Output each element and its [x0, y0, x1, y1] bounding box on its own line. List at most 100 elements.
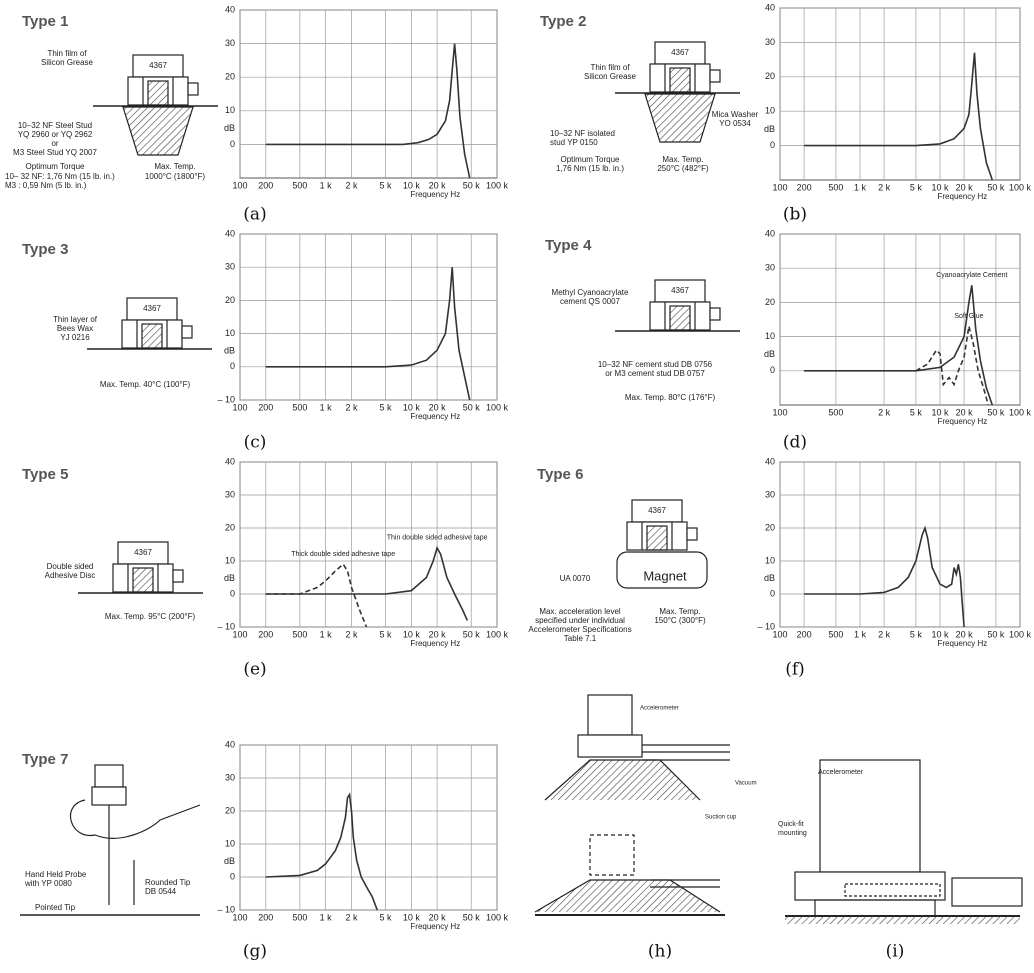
response-line: [265, 545, 469, 621]
x-tick-label: 50 k: [987, 629, 1005, 639]
x-axis-label: Frequency Hz: [938, 639, 988, 648]
y-tick-label: 40: [765, 2, 775, 12]
diagram-label: Accelerometer: [640, 706, 679, 712]
y-tick-label: 30: [225, 489, 235, 499]
x-tick-label: 200: [258, 912, 273, 922]
note: Thin film of: [47, 49, 87, 58]
x-tick-label: 50 k: [463, 912, 481, 922]
x-tick-label: 100 k: [1009, 407, 1032, 417]
connector: [709, 307, 721, 321]
x-axis-label: Frequency Hz: [410, 639, 460, 648]
connector: [187, 82, 199, 96]
y-tick-label: 40: [225, 4, 235, 14]
note: Magnet: [643, 568, 687, 583]
x-tick-label: 100: [232, 402, 247, 412]
response-line: [804, 52, 994, 181]
note: Optimum Torque: [561, 155, 621, 164]
y-tick-label: 30: [225, 262, 235, 272]
x-tick-label: 20 k: [956, 629, 974, 639]
accelerometer: 4367: [87, 297, 212, 350]
x-tick-label: 100: [772, 407, 787, 417]
y-tick-label: 10: [225, 328, 235, 338]
x-tick-label: 10 k: [403, 180, 421, 190]
x-tick-label: 20 k: [429, 629, 447, 639]
x-tick-label: 5 k: [910, 629, 923, 639]
x-axis-label: Frequency Hz: [938, 417, 988, 426]
x-tick-label: 200: [797, 629, 812, 639]
base-stud: [122, 106, 194, 156]
stud: [669, 67, 691, 93]
type-title: Type 2: [540, 13, 586, 30]
x-tick-label: 100 k: [486, 402, 509, 412]
note: UA 0070: [560, 574, 591, 583]
y-tick-label: 30: [765, 489, 775, 499]
note: Mica Washer: [712, 110, 759, 119]
y-tick-label: 0: [230, 139, 235, 149]
diagram-label: Vacuum: [735, 781, 757, 787]
plot-frame: [239, 461, 498, 628]
diagram-label: mounting: [778, 830, 807, 837]
series-label: Cyanoacrylate Cement: [936, 272, 1007, 279]
x-tick-label: 500: [292, 629, 307, 639]
note: with YP 0080: [24, 879, 72, 888]
response-line: [265, 792, 378, 911]
y-tick-label: 40: [225, 456, 235, 466]
x-tick-label: 500: [828, 182, 843, 192]
note: Hand Held Probe: [25, 870, 87, 879]
plot-frame: [239, 744, 498, 911]
response-line: [804, 525, 965, 628]
y-tick-label: 20: [765, 71, 775, 81]
note: Methyl Cyanoacrylate: [552, 288, 629, 297]
y-axis-label: dB: [764, 124, 775, 134]
caption: (e): [243, 660, 266, 680]
note: M3 Steel Stud YQ 2007: [13, 148, 97, 157]
note: Adhesive Disc: [45, 571, 96, 580]
y-tick-label: 30: [765, 263, 775, 273]
note: 10–32 NF Steel Stud: [18, 121, 92, 130]
diagram-label: Suction cup: [705, 815, 737, 821]
x-tick-label: 200: [258, 402, 273, 412]
note: 1000°C (1800°F): [145, 172, 206, 181]
probe: [20, 764, 201, 916]
x-tick-label: 2 k: [345, 402, 358, 412]
note: YJ 0216: [60, 333, 90, 342]
note: 1,76 Nm (15 lb. in.): [556, 164, 624, 173]
x-tick-label: 20 k: [429, 180, 447, 190]
x-tick-label: 2 k: [878, 182, 891, 192]
x-tick-label: 20 k: [956, 407, 974, 417]
y-tick-label: 10: [225, 555, 235, 565]
suction-diagram: Accelerometer Vacuum Suction cup: [534, 694, 757, 916]
note: Thin layer of: [53, 315, 98, 324]
x-tick-label: 10 k: [403, 912, 421, 922]
plot-frame: [239, 9, 498, 179]
x-tick-label: 1 k: [854, 182, 867, 192]
x-tick-label: 500: [292, 402, 307, 412]
y-tick-label: 20: [765, 297, 775, 307]
note: or: [51, 139, 58, 148]
y-axis-label: dB: [224, 346, 235, 356]
note: 10–32 NF cement stud DB 0756: [598, 360, 713, 369]
note: Max. Temp. 40°C (100°F): [100, 380, 191, 389]
type-title: Type 1: [22, 13, 68, 30]
sensor-label: 4367: [671, 286, 689, 295]
caption: (a): [243, 205, 266, 225]
y-tick-label: 10: [765, 331, 775, 341]
connector: [172, 569, 184, 583]
y-axis-label: dB: [764, 573, 775, 583]
y-tick-label: 20: [765, 522, 775, 532]
note: Max. Temp.: [659, 607, 700, 616]
base-stud: [644, 93, 716, 143]
stud: [141, 323, 163, 349]
x-tick-label: 500: [828, 407, 843, 417]
x-tick-label: 5 k: [380, 180, 393, 190]
y-tick-label: 0: [230, 361, 235, 371]
x-tick-label: 2 k: [345, 912, 358, 922]
note: Max. Temp.: [662, 155, 703, 164]
note: Silicon Grease: [41, 58, 94, 67]
caption: (f): [785, 660, 805, 680]
sensor-hex: [136, 320, 168, 348]
quick-fit-diagram: Accelerometer Quick-fit mounting: [778, 759, 1023, 924]
sensor-top: [94, 764, 124, 788]
x-tick-label: 2 k: [345, 629, 358, 639]
